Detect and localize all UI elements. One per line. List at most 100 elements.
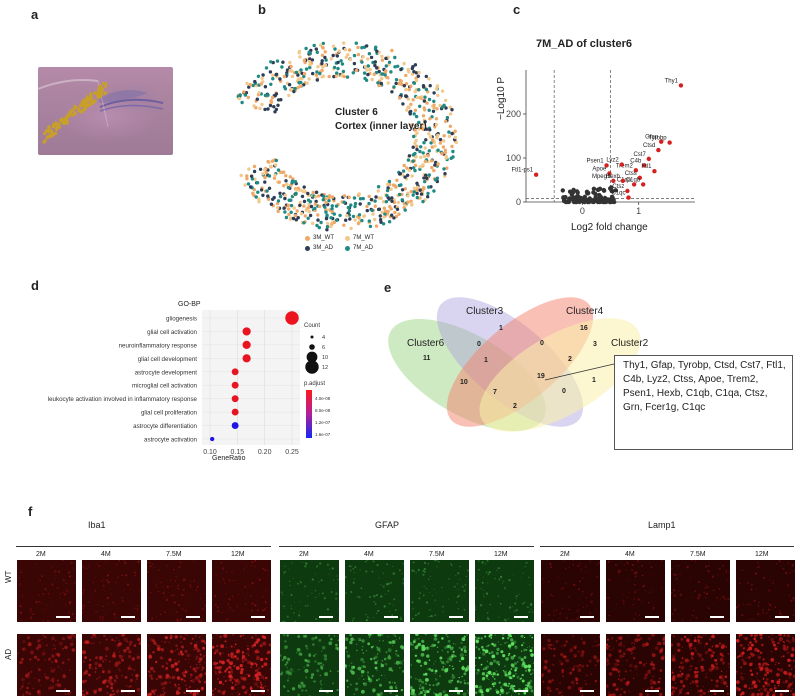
signal-speck [691, 635, 692, 636]
signal-speck [675, 574, 677, 576]
signal-speck [105, 647, 109, 651]
signal-speck [115, 563, 116, 564]
signal-speck [347, 654, 350, 657]
signal-speck [790, 654, 794, 658]
signal-speck [288, 677, 289, 678]
signal-speck [183, 637, 186, 640]
signal-speck [399, 667, 401, 669]
signal-speck [70, 643, 73, 646]
signal-speck [743, 647, 745, 649]
spatial-spot [328, 75, 331, 78]
signal-speck [266, 607, 267, 608]
signal-speck [777, 646, 778, 647]
micrograph-lamp1-wt-12m [736, 560, 795, 622]
signal-speck [38, 594, 40, 596]
signal-speck [430, 576, 431, 577]
signal-speck [491, 674, 492, 675]
signal-speck [375, 603, 377, 605]
signal-speck [489, 652, 491, 654]
spot [54, 121, 57, 124]
spatial-spot [253, 170, 256, 173]
signal-speck [204, 662, 205, 663]
spatial-spot [422, 141, 425, 144]
signal-speck [170, 635, 172, 637]
signal-speck [283, 621, 285, 623]
signal-speck [223, 634, 227, 638]
signal-speck [72, 613, 74, 615]
gene-label-ctss: Ctss [625, 171, 637, 177]
spatial-spot [318, 226, 321, 229]
signal-speck [298, 684, 300, 686]
spatial-spot [264, 85, 267, 88]
signal-speck [763, 688, 767, 692]
gobp-padj-label: 1.6e-07 [315, 432, 331, 437]
signal-speck [618, 615, 619, 616]
signal-speck [465, 655, 466, 656]
signal-speck [616, 659, 619, 662]
volcano-xlabel: Log2 fold change [571, 222, 648, 233]
signal-speck [394, 682, 396, 684]
spatial-spot [305, 67, 308, 70]
signal-speck [475, 669, 476, 670]
signal-speck [751, 673, 754, 676]
signal-speck [364, 671, 365, 672]
signal-speck [631, 642, 633, 644]
signal-speck [661, 587, 662, 588]
signal-speck [69, 575, 71, 577]
signal-speck [777, 642, 779, 644]
signal-speck [724, 598, 726, 600]
signal-speck [775, 606, 777, 608]
signal-speck [236, 649, 240, 653]
spatial-spot [353, 205, 356, 208]
background-gene-point [596, 188, 600, 192]
signal-speck [51, 667, 52, 668]
spatial-spot [316, 51, 319, 54]
signal-speck [220, 655, 222, 657]
spatial-spot [324, 201, 327, 204]
signal-speck [114, 663, 118, 667]
gobp-term-label: gliogenesis [166, 316, 197, 323]
spatial-spot [383, 212, 386, 215]
signal-speck [170, 637, 172, 639]
signal-speck [435, 670, 438, 673]
spatial-spot [287, 207, 290, 210]
signal-speck [114, 640, 116, 642]
signal-speck [393, 572, 395, 574]
signal-speck [550, 648, 552, 650]
signal-speck [673, 635, 675, 637]
signal-speck [227, 679, 229, 681]
signal-speck [103, 578, 104, 579]
spatial-spot [403, 84, 406, 87]
signal-speck [565, 660, 566, 661]
spatial-spot [435, 107, 438, 110]
signal-speck [671, 592, 673, 594]
signal-speck [82, 650, 86, 654]
signal-speck [777, 668, 779, 670]
gobp-size-legend-label: 6 [322, 345, 325, 351]
signal-speck [672, 690, 675, 693]
signal-speck [332, 682, 334, 684]
signal-speck [762, 609, 764, 611]
signal-speck [116, 644, 120, 648]
spatial-spot [428, 128, 431, 131]
signal-speck [564, 644, 567, 647]
signal-speck [384, 675, 385, 676]
spatial-spot [414, 109, 417, 112]
signal-speck [229, 607, 231, 609]
signal-speck [527, 664, 531, 668]
gobp-dot [232, 409, 239, 416]
signal-speck [741, 652, 742, 653]
spatial-spot [379, 214, 382, 217]
spatial-spot [395, 179, 398, 182]
micrograph-gfap-ad-7.5m [410, 634, 469, 696]
signal-speck [284, 640, 286, 642]
signal-speck [475, 691, 477, 694]
spatial-spot [324, 64, 327, 67]
signal-speck [367, 671, 369, 673]
signal-speck [598, 643, 600, 646]
signal-speck [175, 576, 177, 578]
signal-speck [606, 660, 609, 663]
signal-speck [549, 644, 552, 647]
signal-speck [692, 597, 693, 598]
signal-speck [254, 662, 256, 664]
